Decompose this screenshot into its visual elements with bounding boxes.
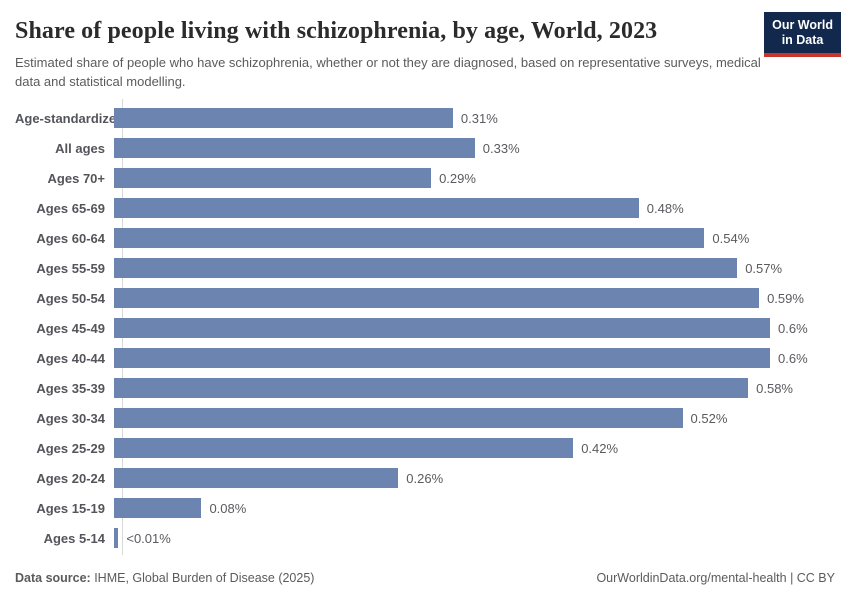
value-label: 0.52%	[690, 410, 728, 426]
bar-row: Ages 5-14 <0.01%	[15, 523, 835, 553]
bar-track: 0.59%	[114, 288, 835, 308]
value-label: 0.58%	[756, 380, 793, 396]
bar[interactable]	[114, 228, 705, 248]
bar[interactable]	[114, 468, 399, 488]
value-label: 0.59%	[767, 290, 804, 306]
bar-track: 0.33%	[114, 138, 835, 158]
bar-row: Ages 25-29 0.42%	[15, 433, 835, 463]
value-label: 0.6%	[778, 350, 808, 366]
bar-row: Ages 70+ 0.29%	[15, 163, 835, 193]
bar-track: 0.08%	[114, 498, 835, 518]
bar-track: 0.26%	[114, 468, 835, 488]
chart-header: Share of people living with schizophreni…	[15, 12, 841, 92]
category-label: Ages 5-14	[43, 530, 105, 546]
value-label: 0.48%	[646, 200, 684, 216]
bar-row: Ages 60-64 0.54%	[15, 223, 835, 253]
value-label: 0.54%	[712, 230, 750, 246]
bar-track: 0.52%	[114, 408, 835, 428]
bar-track: <0.01%	[114, 528, 835, 548]
data-source-label: Data source:	[15, 571, 91, 585]
value-label: <0.01%	[126, 530, 171, 546]
bar-track: 0.6%	[114, 348, 835, 368]
bar[interactable]	[114, 198, 639, 218]
category-label: Ages 25-29	[36, 440, 105, 456]
value-label: 0.42%	[581, 440, 619, 456]
category-label: Ages 30-34	[36, 410, 105, 426]
bar[interactable]	[114, 168, 432, 188]
category-label: Ages 50-54	[36, 290, 105, 306]
category-label: Ages 15-19	[36, 500, 105, 516]
owid-logo[interactable]: Our World in Data	[764, 12, 841, 57]
category-label: Ages 60-64	[36, 230, 105, 246]
value-label: 0.33%	[482, 140, 520, 156]
value-label: 0.6%	[778, 320, 808, 336]
bar-track: 0.57%	[114, 258, 835, 278]
bar[interactable]	[114, 438, 574, 458]
chart-rows: Age-standardized 0.31% All ages 0.33% Ages 7…	[15, 103, 835, 553]
bar-row: Ages 20-24 0.26%	[15, 463, 835, 493]
bar-row: Ages 50-54 0.59%	[15, 283, 835, 313]
chart-footer: Data source: IHME, Global Burden of Dise…	[15, 571, 835, 585]
data-source-text: IHME, Global Burden of Disease (2025)	[90, 571, 315, 585]
bar-row: Age-standardized 0.31%	[15, 103, 835, 133]
category-label: Ages 20-24	[36, 470, 105, 486]
value-label: 0.31%	[460, 110, 498, 126]
category-label: Ages 45-49	[36, 320, 105, 336]
category-label: Ages 65-69	[36, 200, 105, 216]
value-label: 0.57%	[745, 260, 783, 276]
bar[interactable]	[114, 378, 749, 398]
category-label: Ages 55-59	[36, 260, 105, 276]
category-label: Ages 40-44	[36, 350, 105, 366]
bar-row: Ages 65-69 0.48%	[15, 193, 835, 223]
value-label: 0.08%	[209, 500, 247, 516]
bar-track: 0.58%	[114, 378, 835, 398]
bar[interactable]	[114, 258, 738, 278]
bar-row: Ages 30-34 0.52%	[15, 403, 835, 433]
chart-subtitle: Estimated share of people who have schiz…	[15, 55, 761, 89]
bar-track: 0.31%	[114, 108, 835, 128]
data-source-note: Data source: IHME, Global Burden of Dise…	[15, 571, 314, 585]
bar[interactable]	[114, 408, 683, 428]
bar-row: All ages 0.33%	[15, 133, 835, 163]
owid-logo-line2: in Data	[781, 33, 824, 47]
bar-chart: Age-standardized 0.31% All ages 0.33% Ages 7…	[15, 99, 835, 555]
bar-row: Ages 35-39 0.58%	[15, 373, 835, 403]
category-label: Age-standardized	[15, 110, 125, 126]
bar[interactable]	[114, 138, 475, 158]
bar-row: Ages 40-44 0.6%	[15, 343, 835, 373]
chart-title: Share of people living with schizophreni…	[15, 18, 658, 44]
bar-row: Ages 55-59 0.57%	[15, 253, 835, 283]
category-label: All ages	[55, 140, 105, 156]
bar[interactable]	[114, 288, 760, 308]
bar-row: Ages 45-49 0.6%	[15, 313, 835, 343]
bar-track: 0.54%	[114, 228, 835, 248]
bar[interactable]	[114, 528, 119, 548]
bar-row: Ages 15-19 0.08%	[15, 493, 835, 523]
value-label: 0.26%	[406, 470, 444, 486]
bar-track: 0.42%	[114, 438, 835, 458]
owid-logo-line1: Our World	[772, 18, 833, 32]
category-label: Ages 35-39	[36, 380, 105, 396]
category-label: Ages 70+	[47, 170, 105, 186]
value-label: 0.29%	[439, 170, 476, 186]
bar[interactable]	[114, 348, 770, 368]
bar[interactable]	[114, 498, 202, 518]
bar-track: 0.6%	[114, 318, 835, 338]
license-note: OurWorldinData.org/mental-health | CC BY	[596, 571, 835, 585]
bar-track: 0.29%	[114, 168, 835, 188]
bar[interactable]	[114, 318, 770, 338]
bar[interactable]	[114, 108, 453, 128]
bar-track: 0.48%	[114, 198, 835, 218]
